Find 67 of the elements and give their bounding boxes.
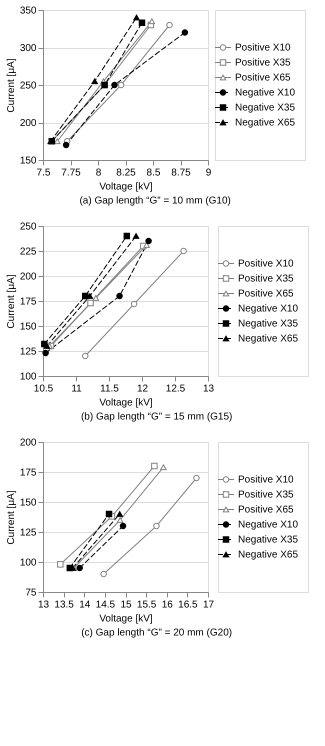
x-tick-label: 16.5: [178, 600, 198, 610]
legend-label: Positive X65: [235, 72, 292, 84]
y-tick-label: 250: [20, 80, 37, 92]
legend-label: Negative X65: [235, 118, 296, 128]
y-tick-label: 125: [20, 346, 37, 358]
y-tick-label: 200: [20, 438, 37, 448]
x-tick-label: 15.5: [136, 600, 157, 610]
x-tick-label: 8.25: [116, 168, 136, 178]
text: (c) Gap length “G” = 20 mm (G20): [81, 628, 232, 638]
legend-label: Negative X35: [238, 534, 298, 546]
y-tick-label: 100: [20, 372, 37, 382]
x-tick-label: 8: [96, 168, 102, 178]
legend-label: Negative X65: [238, 550, 298, 560]
x-tick-label: 11.5: [100, 384, 120, 394]
legend-label: Negative X10: [238, 520, 298, 530]
x-tick-label: 8.75: [171, 168, 192, 178]
y-tick-label: 150: [20, 498, 37, 508]
legend-label: Positive X35: [238, 490, 294, 500]
legend-label: Negative X10: [238, 304, 298, 314]
y-tick-label: 350: [20, 6, 37, 16]
text: (b) Gap length “G” = 15 mm (G15): [80, 412, 232, 422]
legend-label: Negative X35: [238, 318, 298, 330]
x-tick-label: 8.5: [146, 168, 161, 178]
x-axis-title: Voltage [kV]: [99, 182, 153, 192]
y-tick-label: 250: [20, 222, 37, 232]
x-tick-label: 14: [79, 600, 91, 610]
y-tick-label: 125: [20, 528, 37, 538]
y-axis-title: Current [μA]: [6, 274, 17, 329]
legend-label: Negative X10: [235, 88, 296, 98]
x-tick-label: 7.5: [36, 168, 51, 178]
x-axis-title: Voltage [kV]: [99, 614, 153, 624]
y-tick-label: 175: [20, 468, 37, 478]
legend-label: Positive X65: [238, 288, 294, 300]
legend-label: Positive X65: [238, 504, 294, 516]
text: (a) Gap length “G” = 10 mm (G10): [79, 196, 231, 206]
x-tick-label: 10.5: [34, 384, 54, 394]
legend-label: Positive X35: [235, 58, 292, 68]
legend-label: Negative X35: [235, 102, 296, 114]
x-tick-label: 17: [202, 600, 214, 610]
x-tick-label: 14.5: [96, 600, 116, 610]
y-tick-label: 100: [20, 558, 37, 568]
legend-label: Positive X10: [238, 474, 294, 486]
y-axis-title: Current [μA]: [6, 490, 17, 545]
y-tick-label: 175: [20, 296, 37, 308]
x-tick-label: 7.75: [61, 168, 82, 178]
y-tick-label: 150: [20, 156, 37, 166]
x-tick-label: 16: [162, 600, 174, 610]
legend-label: Negative X65: [238, 334, 298, 344]
x-tick-label: 9: [206, 168, 212, 178]
x-tick-label: 15: [120, 600, 132, 610]
y-tick-label: 75: [25, 588, 37, 598]
x-tick-label: 13.5: [54, 600, 74, 610]
y-tick-label: 200: [20, 118, 37, 129]
y-tick-label: 200: [20, 272, 37, 282]
x-tick-label: 13: [202, 384, 214, 394]
y-tick-label: 225: [20, 246, 37, 258]
x-tick-label: 12: [136, 384, 148, 394]
x-tick-label: 13: [38, 600, 50, 610]
x-tick-label: 11: [71, 384, 82, 394]
legend-label: Positive X35: [238, 274, 294, 284]
y-tick-label: 150: [20, 322, 37, 332]
legend-label: Positive X10: [235, 42, 292, 54]
legend-label: Positive X10: [238, 258, 294, 270]
y-axis-title: Current [μA]: [6, 58, 17, 113]
x-axis-title: Voltage [kV]: [99, 398, 153, 408]
y-tick-label: 300: [20, 43, 37, 54]
x-tick-label: 12.5: [166, 384, 186, 394]
